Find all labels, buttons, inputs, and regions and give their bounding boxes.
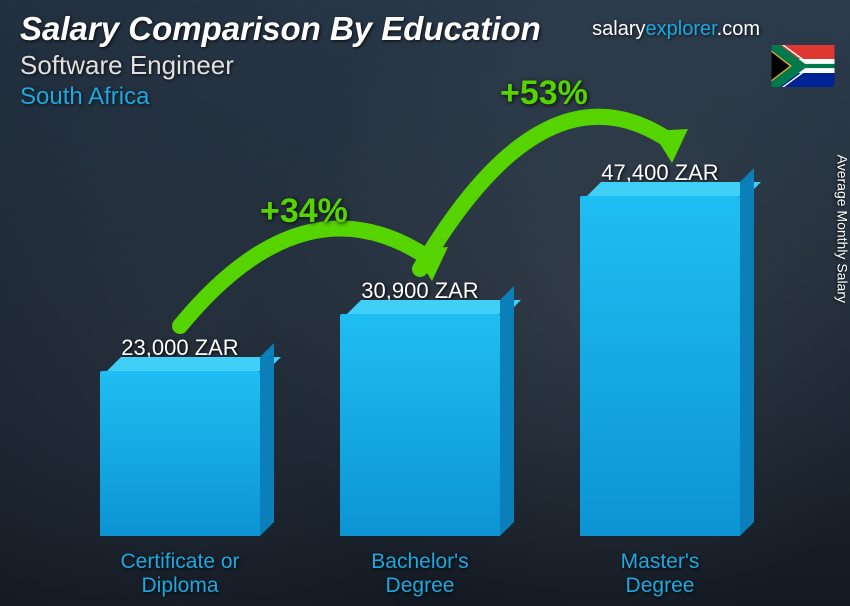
bar-group: 47,400 ZAR xyxy=(560,160,760,536)
bar xyxy=(340,314,500,536)
bar-chart: 23,000 ZAR30,900 ZAR47,400 ZAR xyxy=(60,156,780,536)
category-label: Master'sDegree xyxy=(560,550,760,598)
bar xyxy=(580,196,740,536)
category-label: Certificate orDiploma xyxy=(80,550,280,598)
category-label: Bachelor'sDegree xyxy=(320,550,520,598)
bar-group: 23,000 ZAR xyxy=(80,335,280,536)
bar-group: 30,900 ZAR xyxy=(320,278,520,536)
watermark-brand2: explorer xyxy=(646,18,717,40)
bar xyxy=(100,371,260,536)
y-axis-label: Average Monthly Salary xyxy=(834,155,850,303)
category-labels: Certificate orDiploma Bachelor'sDegree Mas… xyxy=(60,550,780,598)
watermark-brand: salary xyxy=(592,18,645,40)
increase-percent: +53% xyxy=(500,74,588,113)
chart-subtitle: Software Engineer xyxy=(20,50,541,81)
increase-percent: +34% xyxy=(260,192,348,231)
watermark-tld: .com xyxy=(717,18,760,40)
flag-icon xyxy=(771,45,835,87)
header: Salary Comparison By Education Software … xyxy=(20,10,541,111)
chart-title: Salary Comparison By Education xyxy=(20,10,541,48)
chart-location: South Africa xyxy=(20,83,541,111)
watermark: salaryexplorer.com xyxy=(592,18,760,41)
